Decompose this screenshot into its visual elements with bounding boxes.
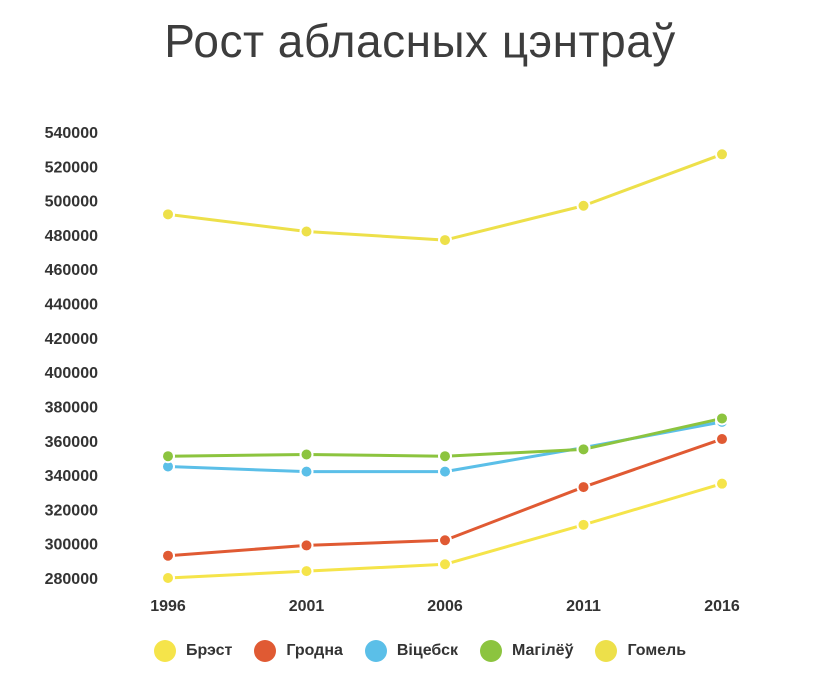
y-tick-label: 420000	[45, 331, 98, 348]
data-point[interactable]	[438, 464, 452, 479]
data-point[interactable]	[299, 224, 314, 239]
legend: Брэст Гродна Віцебск Магілёў Гомель	[0, 640, 840, 662]
legend-item[interactable]: Магілёў	[479, 640, 574, 662]
y-tick-label: 480000	[45, 228, 98, 245]
legend-swatch	[479, 640, 502, 662]
data-point[interactable]	[161, 548, 175, 563]
data-point[interactable]	[576, 480, 591, 495]
series-line-3	[167, 420, 723, 474]
data-point[interactable]	[715, 432, 729, 447]
x-tick-label: 2016	[704, 598, 740, 615]
y-axis-ticks: 280000 300000 320000 340000 360000 380000 4000…	[45, 125, 98, 588]
legend-label: Магілёў	[511, 642, 574, 659]
data-point[interactable]	[715, 147, 729, 162]
legend-item[interactable]: Брэст	[153, 640, 233, 662]
data-point[interactable]	[576, 442, 591, 457]
y-tick-label: 440000	[45, 297, 98, 314]
legend-swatch	[153, 640, 176, 662]
series-line-5	[167, 152, 723, 242]
y-tick-label: 320000	[45, 502, 98, 519]
series-lines	[167, 152, 723, 580]
y-tick-label: 500000	[45, 194, 98, 211]
data-point[interactable]	[299, 464, 314, 479]
legend-label: Гродна	[286, 642, 343, 659]
y-tick-label: 400000	[45, 365, 98, 382]
data-point[interactable]	[161, 571, 175, 585]
x-tick-label: 2011	[566, 598, 601, 615]
data-point[interactable]	[438, 449, 452, 464]
y-tick-label: 460000	[45, 262, 98, 279]
x-tick-label: 1996	[150, 598, 186, 615]
y-tick-label: 540000	[45, 125, 98, 142]
data-point[interactable]	[438, 533, 452, 548]
y-tick-label: 340000	[45, 468, 98, 485]
series-points	[161, 147, 729, 585]
line-chart: 280000 300000 320000 340000 360000 380000 4000…	[45, 125, 740, 615]
legend-item[interactable]: Гомель	[595, 640, 686, 662]
legend-item[interactable]: Гродна	[254, 640, 343, 662]
data-point[interactable]	[576, 517, 591, 532]
data-point[interactable]	[438, 233, 452, 248]
x-tick-label: 2006	[427, 598, 463, 615]
data-point[interactable]	[715, 476, 729, 491]
y-tick-label: 520000	[45, 159, 98, 176]
legend-swatch	[595, 640, 618, 662]
legend-label: Брэст	[185, 642, 233, 659]
x-axis-ticks: 1996 2001 2006 2011 2016	[150, 598, 740, 615]
y-tick-label: 360000	[45, 434, 98, 451]
data-point[interactable]	[438, 557, 452, 572]
y-tick-label: 280000	[45, 571, 98, 588]
legend-label: Віцебск	[396, 642, 458, 659]
legend-swatch	[254, 640, 277, 662]
data-point[interactable]	[715, 411, 729, 426]
legend-label: Гомель	[627, 642, 687, 659]
legend-swatch	[364, 640, 387, 662]
data-point[interactable]	[161, 449, 175, 464]
data-point[interactable]	[299, 538, 314, 553]
data-point[interactable]	[161, 207, 175, 222]
x-tick-label: 2001	[289, 598, 325, 615]
y-tick-label: 300000	[45, 537, 98, 554]
data-point[interactable]	[299, 564, 314, 579]
legend-item[interactable]: Віцебск	[364, 640, 458, 662]
data-point[interactable]	[576, 198, 591, 213]
chart-title: Рост абласных цэнтраў	[164, 15, 676, 67]
data-point[interactable]	[299, 447, 314, 462]
y-tick-label: 380000	[45, 399, 98, 416]
